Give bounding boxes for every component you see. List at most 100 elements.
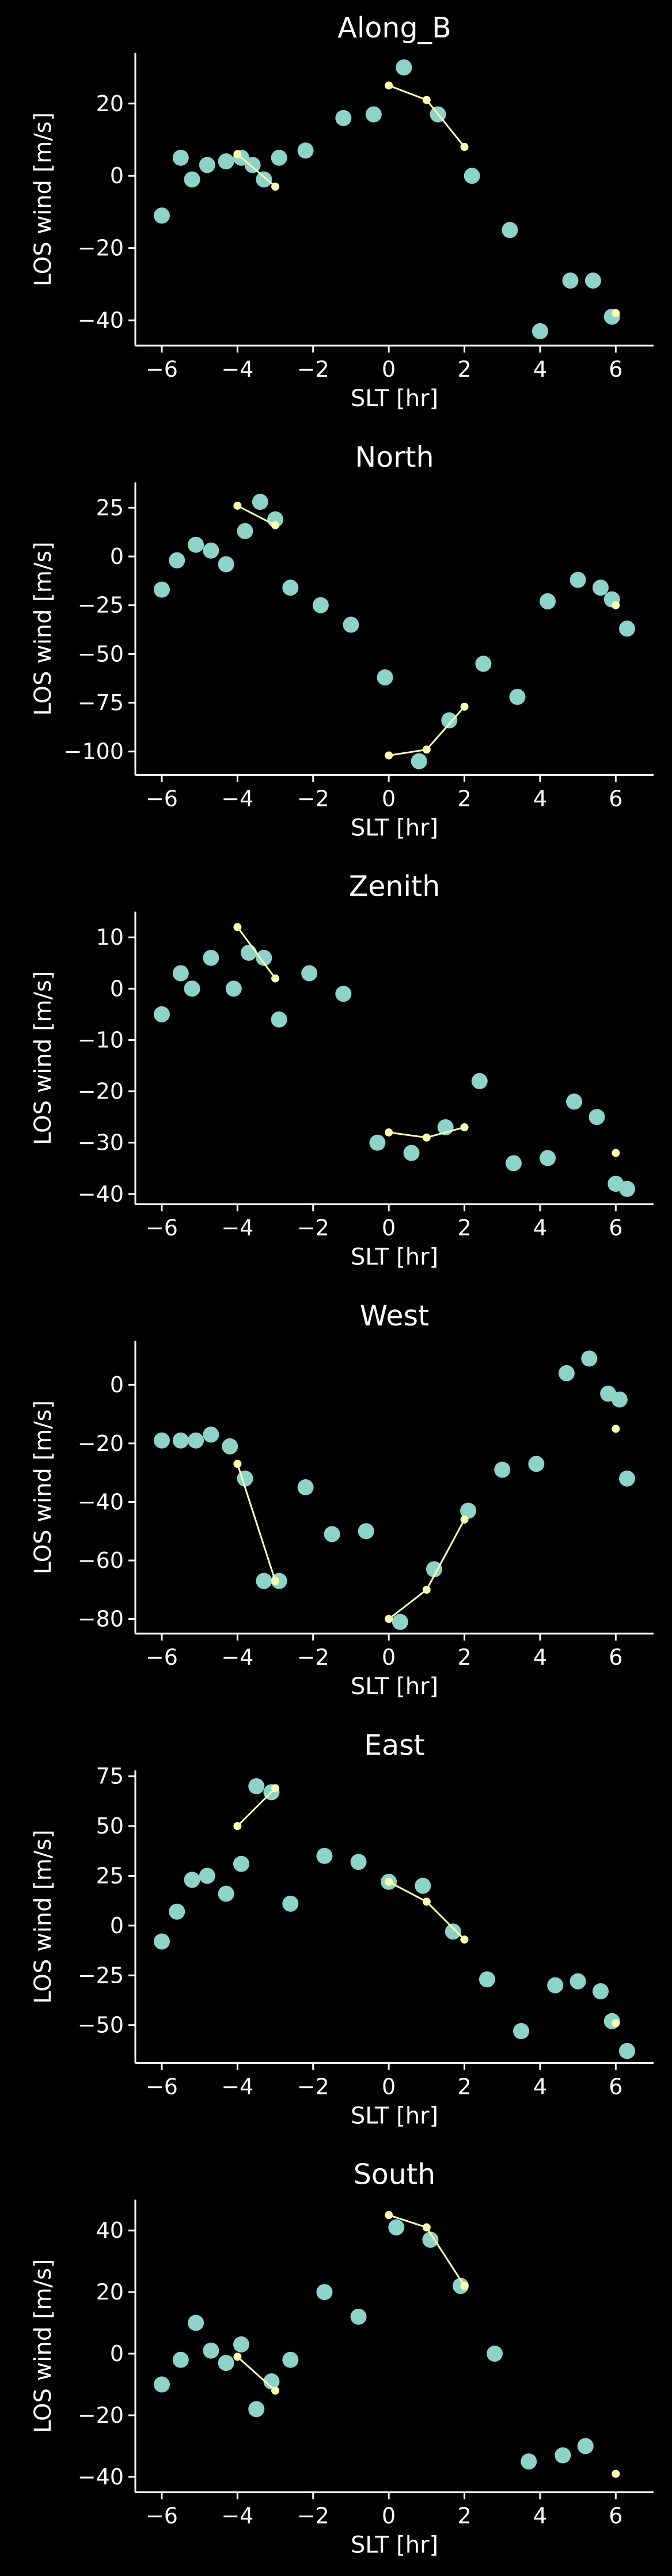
model-point xyxy=(271,1577,280,1585)
obs-point xyxy=(540,593,556,609)
model-point xyxy=(271,1784,280,1793)
obs-point xyxy=(153,2376,170,2393)
obs-point xyxy=(584,272,601,289)
obs-point xyxy=(188,536,204,553)
model-point xyxy=(271,974,280,983)
obs-point xyxy=(172,965,189,982)
x-tick-label: 6 xyxy=(609,786,622,811)
obs-point xyxy=(460,1502,477,1519)
y-tick-label: −20 xyxy=(78,236,124,261)
chart-title: Along_B xyxy=(337,12,451,44)
obs-point xyxy=(312,597,329,613)
x-axis-label: SLT [hr] xyxy=(351,2532,438,2559)
obs-point xyxy=(301,965,318,982)
y-tick-label: −30 xyxy=(78,1130,124,1156)
obs-point xyxy=(570,1973,586,1990)
model-line-segment xyxy=(237,153,276,188)
x-tick-label: 0 xyxy=(382,2074,396,2099)
model-line-segment xyxy=(426,1126,465,1139)
y-tick-label: −40 xyxy=(78,1181,124,1207)
obs-point xyxy=(252,494,268,510)
y-axis-label: LOS wind [m/s] xyxy=(30,541,56,715)
x-tick-label: −4 xyxy=(221,786,253,811)
x-tick-label: −2 xyxy=(297,357,329,382)
x-tick-label: 2 xyxy=(457,357,471,382)
obs-point xyxy=(377,669,393,685)
y-axis-label: LOS wind [m/s] xyxy=(30,1400,56,1574)
x-tick-label: 2 xyxy=(457,1645,471,1670)
x-axis-label: SLT [hr] xyxy=(351,2103,438,2129)
obs-point xyxy=(365,106,382,123)
y-tick-label: 25 xyxy=(96,1863,124,1888)
obs-point xyxy=(619,1470,636,1487)
obs-point xyxy=(199,157,215,173)
model-line-segment xyxy=(236,1463,276,1582)
x-tick-label: −6 xyxy=(146,2503,178,2529)
x-tick-label: 4 xyxy=(533,2503,547,2529)
obs-point xyxy=(218,153,234,170)
chart-title: East xyxy=(364,1729,425,1761)
obs-point xyxy=(263,2373,280,2390)
obs-point xyxy=(464,168,480,184)
obs-point xyxy=(153,1006,170,1022)
obs-point xyxy=(271,149,287,166)
x-tick-label: −6 xyxy=(146,357,178,382)
obs-point xyxy=(335,986,352,1002)
x-tick-label: 6 xyxy=(609,2503,622,2529)
x-tick-label: 0 xyxy=(382,2503,396,2529)
y-tick-label: −40 xyxy=(78,1489,124,1514)
x-tick-label: 4 xyxy=(533,2074,547,2099)
y-tick-label: −75 xyxy=(78,690,124,715)
obs-point xyxy=(411,753,427,770)
obs-point xyxy=(570,571,586,588)
model-line-segment xyxy=(426,2226,465,2287)
y-tick-label: −10 xyxy=(78,1027,124,1052)
model-point xyxy=(612,2469,620,2478)
x-tick-label: 4 xyxy=(533,1645,547,1670)
model-line-segment xyxy=(388,85,427,101)
obs-point xyxy=(248,1778,265,1794)
obs-point xyxy=(415,1877,431,1894)
x-tick-label: 4 xyxy=(533,1215,547,1241)
model-line-segment xyxy=(237,505,276,526)
obs-point xyxy=(369,1134,386,1151)
chart-title: North xyxy=(355,441,434,473)
y-tick-label: 0 xyxy=(110,1372,124,1397)
y-tick-label: 0 xyxy=(110,544,124,569)
y-tick-label: −25 xyxy=(78,1963,124,1988)
model-point xyxy=(612,601,620,609)
obs-point xyxy=(388,2219,405,2236)
obs-point xyxy=(169,552,185,569)
x-tick-label: 6 xyxy=(609,1215,622,1241)
chart-title: West xyxy=(360,1300,429,1332)
model-point xyxy=(385,1615,393,1623)
x-tick-label: −2 xyxy=(297,1215,329,1241)
obs-point xyxy=(297,1479,314,1495)
obs-point xyxy=(271,1011,287,1028)
obs-point xyxy=(203,1426,219,1443)
obs-point xyxy=(494,1461,511,1478)
panel-north: North −6 −4 −2 0 2 4 6 −100 −75 −50 −25 0 25 SLT [hr] L… xyxy=(30,441,654,841)
obs-point xyxy=(441,712,458,729)
model-point xyxy=(460,1935,469,1944)
x-tick-label: 0 xyxy=(382,1215,396,1241)
model-point xyxy=(460,1123,469,1131)
y-tick-label: −40 xyxy=(78,308,124,333)
model-point xyxy=(385,1877,393,1886)
obs-point xyxy=(153,207,170,224)
obs-point xyxy=(153,1432,170,1449)
y-tick-label: 20 xyxy=(96,2279,124,2305)
model-point xyxy=(233,923,242,931)
x-tick-label: −4 xyxy=(221,357,253,382)
obs-point xyxy=(282,2351,299,2368)
x-tick-label: 6 xyxy=(609,1645,622,1670)
obs-point xyxy=(256,171,272,188)
obs-point xyxy=(521,2453,537,2470)
obs-point xyxy=(392,1613,408,1630)
model-line-segment xyxy=(426,706,465,751)
x-tick-label: −4 xyxy=(221,2503,253,2529)
obs-point xyxy=(225,980,242,997)
x-tick-label: 0 xyxy=(382,1645,396,1670)
obs-point xyxy=(188,2314,204,2331)
